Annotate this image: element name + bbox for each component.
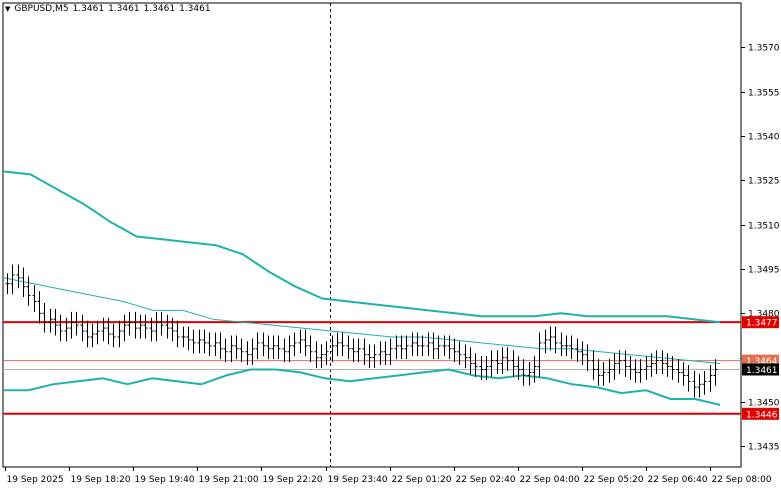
- x-tick-label: 22 Sep 06:40: [648, 475, 708, 485]
- y-tick-label: 1.3435: [748, 443, 780, 453]
- y-tick-label: 1.3450: [748, 399, 780, 409]
- support-price-label: 1.3446: [746, 410, 778, 420]
- current-price-label: 1.3464: [746, 357, 778, 367]
- x-tick-label: 19 Sep 2025: [7, 475, 64, 485]
- ohlc-close: 1.3461: [179, 4, 211, 14]
- y-tick-label: 1.3555: [748, 89, 780, 99]
- x-tick-label: 19 Sep 21:00: [199, 475, 259, 485]
- x-tick-label: 22 Sep 01:20: [392, 475, 452, 485]
- lower-band: [4, 368, 721, 406]
- support-price-tag: [742, 407, 779, 420]
- symbol-label: GBPUSD,M5: [14, 4, 69, 14]
- x-tick-label: 22 Sep 04:00: [520, 475, 580, 485]
- x-tick-label: 19 Sep 23:40: [328, 475, 388, 485]
- x-tick-label: 19 Sep 18:20: [71, 475, 131, 485]
- upper-band: [3, 170, 721, 324]
- middle-band: [3, 277, 721, 365]
- y-tick-label: 1.3540: [748, 133, 780, 143]
- resistance-price-label: 1.3477: [746, 319, 778, 329]
- y-tick-label: 1.3495: [748, 266, 780, 276]
- bid-price-label: 1.3461: [746, 366, 778, 376]
- triangle-down-icon[interactable]: ▼: [5, 5, 11, 13]
- x-tick-label: 22 Sep 05:20: [584, 475, 644, 485]
- chart-title: ▼ GBPUSD,M5 1.3461 1.3461 1.3461 1.3461: [5, 4, 211, 14]
- x-tick-label: 22 Sep 02:40: [456, 475, 516, 485]
- bid-price-tag: [742, 363, 779, 376]
- x-tick-label: 19 Sep 22:20: [263, 475, 323, 485]
- ohlc-high: 1.3461: [108, 4, 140, 14]
- x-tick-label: 22 Sep 08:00: [712, 475, 772, 485]
- y-tick-label: 1.3480: [748, 310, 780, 320]
- ohlc-low: 1.3461: [143, 4, 176, 14]
- y-tick-label: 1.3570: [748, 44, 780, 54]
- y-tick-label: 1.3525: [748, 177, 780, 187]
- plot-frame: [2, 2, 742, 468]
- y-tick-label: 1.3510: [748, 222, 780, 232]
- x-tick-label: 19 Sep 19:40: [135, 475, 195, 485]
- resistance-price-tag: [742, 316, 779, 329]
- ohlc-open: 1.3461: [72, 4, 105, 14]
